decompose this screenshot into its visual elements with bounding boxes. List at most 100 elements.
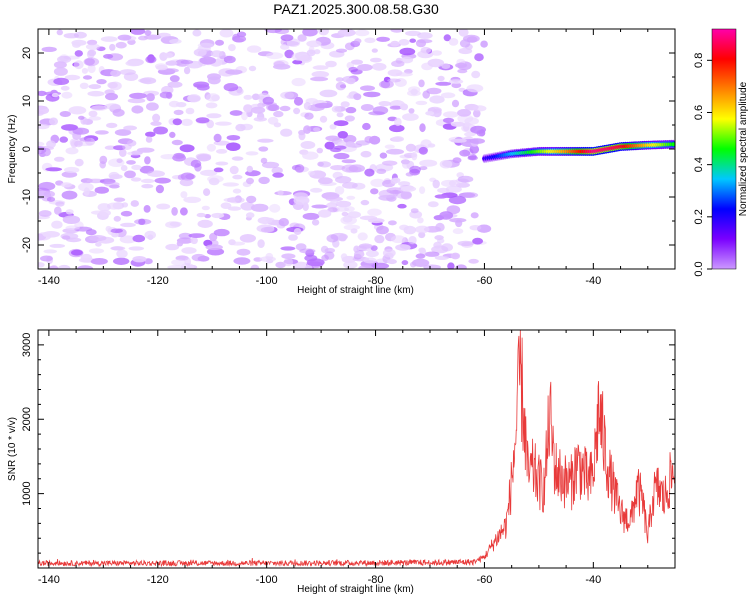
heatmap-noise-cell (280, 91, 295, 100)
heatmap-noise-cell (171, 259, 186, 266)
heatmap-noise-cell (340, 101, 350, 108)
heatmap-noise-cell (278, 218, 289, 227)
heatmap-noise-cell (317, 209, 332, 218)
heatmap-noise-cell (291, 77, 306, 87)
heatmap-noise-cell (306, 40, 322, 48)
heatmap-noise-cell (371, 262, 390, 269)
heatmap-noise-cell (441, 243, 453, 252)
heatmap-noise-cell (265, 252, 274, 261)
heatmap-noise-cell (262, 96, 274, 105)
heatmap-noise-cell (153, 126, 169, 135)
heatmap-noise-cell (417, 32, 433, 39)
heatmap-noise-cell (370, 245, 378, 251)
heatmap-noise-cell (450, 252, 460, 260)
heatmap-noise-cell (184, 257, 191, 266)
heatmap-noise-cell (422, 90, 431, 99)
heatmap-noise-cell (429, 95, 445, 104)
heatmap-noise-cell (190, 159, 202, 168)
heatmap-noise-cell (119, 69, 136, 76)
heatmap-noise-cell (97, 203, 111, 212)
heatmap-noise-cell (466, 36, 478, 43)
heatmap-noise-cell (120, 165, 128, 172)
heatmap-noise-cell (260, 157, 268, 164)
heatmap-noise-cell (207, 73, 221, 81)
heatmap-noise-cell (397, 203, 407, 209)
heatmap-noise-cell (246, 177, 254, 185)
heatmap-noise-cell (329, 124, 337, 130)
heatmap-noise-cell (112, 108, 125, 117)
heatmap-noise-cell (387, 259, 397, 265)
spectrogram-x-tick-label: -140 (38, 275, 60, 287)
heatmap-noise-cell (390, 235, 406, 244)
heatmap-noise-cell (232, 174, 243, 180)
heatmap-noise-cell (122, 144, 132, 150)
spectrogram-heatmap (38, 29, 675, 269)
heatmap-noise-cell (354, 38, 362, 44)
heatmap-noise-cell (451, 99, 460, 108)
heatmap-noise-cell (167, 81, 183, 88)
heatmap-noise-cell (119, 148, 127, 157)
heatmap-noise-cell (388, 220, 397, 226)
heatmap-noise-cell (104, 181, 120, 187)
heatmap-noise-cell (462, 192, 479, 199)
heatmap-noise-cell (141, 184, 154, 189)
heatmap-noise-cell (443, 34, 451, 42)
heatmap-noise-cell (115, 41, 127, 49)
heatmap-noise-cell (337, 29, 356, 37)
heatmap-noise-cell (251, 93, 260, 101)
heatmap-noise-cell (111, 246, 124, 251)
spectrogram-y-tick-label: -20 (21, 237, 33, 253)
heatmap-noise-cell (206, 113, 222, 119)
heatmap-noise-cell (409, 38, 417, 43)
heatmap-noise-cell (187, 94, 201, 103)
heatmap-noise-cell (113, 257, 130, 265)
heatmap-noise-cell (370, 188, 379, 195)
heatmap-noise-cell (121, 202, 129, 208)
heatmap-noise-cell (469, 225, 482, 231)
heatmap-noise-cell (206, 143, 216, 152)
heatmap-noise-cell (180, 191, 188, 199)
heatmap-noise-cell (82, 75, 93, 80)
spectrogram-x-tick-label: -100 (256, 275, 278, 287)
heatmap-noise-cell (165, 243, 180, 251)
heatmap-noise-cell (163, 52, 174, 59)
heatmap-noise-cell (342, 215, 353, 223)
spectrogram-y-tick-label: 0 (21, 146, 33, 152)
spectrogram-x-tick-label: -120 (147, 275, 169, 287)
heatmap-noise-cell (457, 109, 472, 117)
heatmap-noise-cell (333, 152, 350, 160)
heatmap-noise-cell (229, 165, 239, 175)
heatmap-noise-cell (364, 168, 375, 177)
heatmap-noise-cell (452, 228, 464, 235)
heatmap-noise-cell (392, 136, 404, 142)
heatmap-noise-cell (318, 29, 329, 36)
spectrogram-x-axis-label: Height of straight line (km) (297, 285, 414, 296)
heatmap-noise-cell (449, 218, 467, 223)
heatmap-noise-cell (169, 75, 180, 83)
heatmap-noise-cell (131, 105, 144, 114)
colorbar-tick-label: 0.8 (693, 53, 705, 68)
heatmap-noise-cell (360, 104, 374, 111)
heatmap-noise-cell (440, 92, 456, 99)
heatmap-noise-cell (144, 30, 152, 36)
heatmap-noise-cell (60, 85, 70, 91)
heatmap-noise-cell (72, 127, 90, 135)
heatmap-noise-cell (398, 181, 411, 187)
heatmap-noise-cell (179, 144, 195, 153)
heatmap-noise-cell (38, 106, 50, 115)
heatmap-noise-cell (61, 124, 78, 131)
heatmap-noise-cell (446, 205, 461, 215)
heatmap-noise-cell (49, 117, 58, 126)
heatmap-noise-cell (226, 135, 241, 141)
heatmap-noise-cell (371, 62, 387, 71)
heatmap-noise-cell (103, 54, 114, 59)
heatmap-noise-cell (210, 50, 224, 58)
heatmap-noise-cell (171, 139, 183, 146)
heatmap-noise-cell (343, 224, 361, 231)
heatmap-noise-cell (455, 62, 468, 68)
heatmap-noise-cell (223, 55, 236, 64)
snr-x-tick-label: -140 (38, 574, 60, 586)
heatmap-noise-cell (94, 186, 110, 194)
heatmap-noise-cell (340, 253, 348, 260)
colorbar-scale (711, 28, 737, 270)
